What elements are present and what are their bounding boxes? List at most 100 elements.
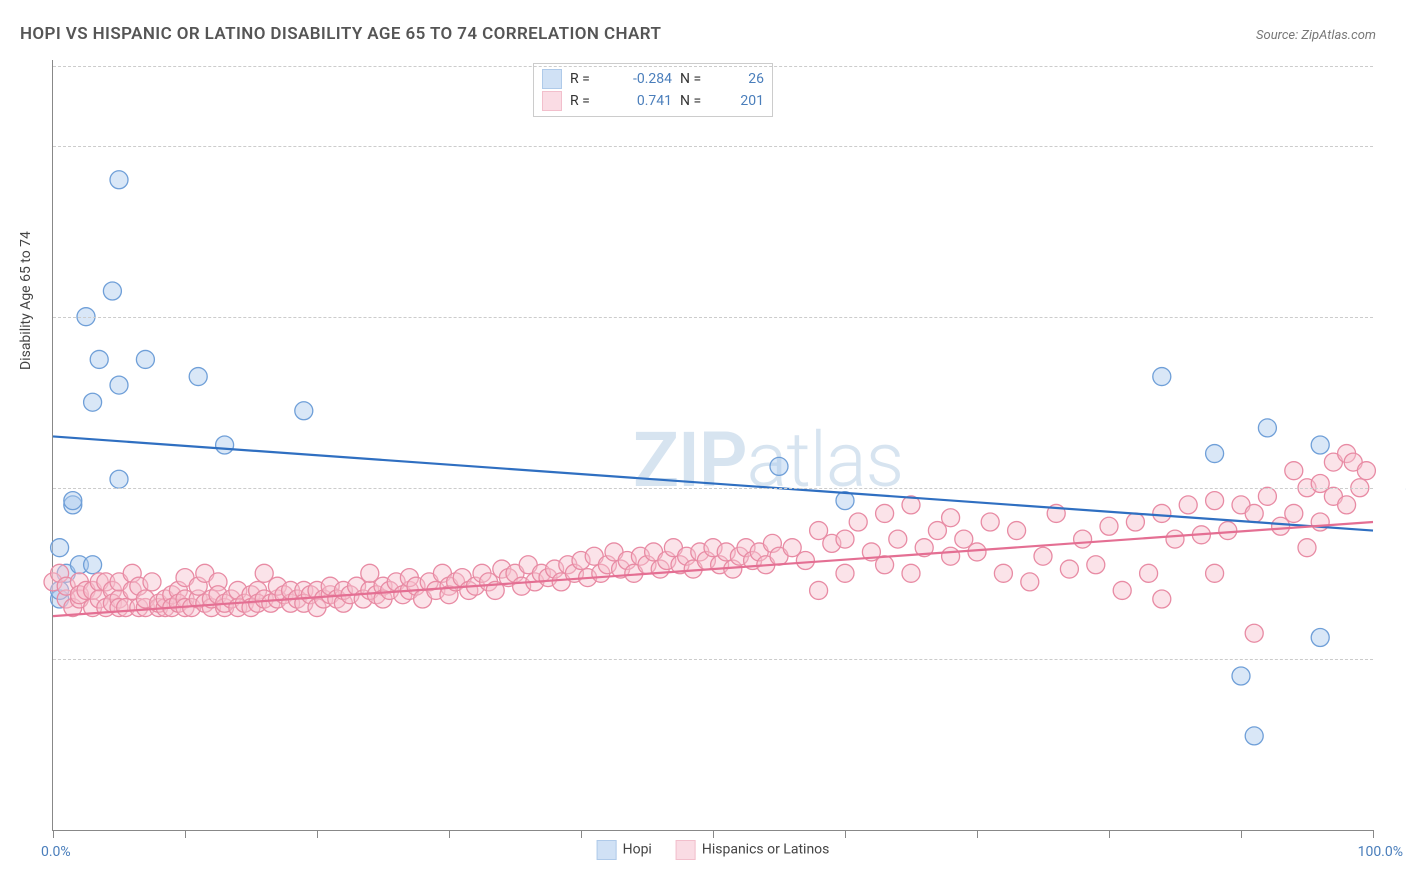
data-point [942,509,960,527]
data-point [836,564,854,582]
x-tick [977,830,978,838]
data-point [1153,504,1171,522]
data-point [1245,727,1263,745]
data-point [103,282,121,300]
data-point [1311,436,1329,454]
data-point [876,556,894,574]
legend-item-hopi: Hopi [597,840,652,860]
data-point [876,504,894,522]
correlation-legend: R = -0.284 N = 26 R = 0.741 N = 201 [533,63,773,117]
gridline [53,66,1373,67]
legend-n-label: N = [680,71,716,87]
data-point [143,573,161,591]
data-point [1034,547,1052,565]
plot-area: ZIPatlas R = -0.284 N = 26 R = 0.741 N =… [52,60,1373,831]
data-point [1008,522,1026,540]
x-tick [317,830,318,838]
data-point [216,436,234,454]
data-point [1232,667,1250,685]
data-point [1298,539,1316,557]
data-point [1087,556,1105,574]
x-tick [1241,830,1242,838]
x-tick-label-100: 100.0% [1358,844,1403,860]
data-point [1206,564,1224,582]
x-tick [449,830,450,838]
legend-n-hispanic: 201 [724,93,764,109]
y-tick-label: 60.0% [1383,309,1406,325]
y-tick-label: 20.0% [1383,651,1406,667]
data-point [1166,530,1184,548]
data-point [110,376,128,394]
y-tick-label: 80.0% [1383,138,1406,154]
legend-swatch-icon [676,840,696,860]
data-point [1021,573,1039,591]
data-point [968,543,986,561]
data-point [1126,513,1144,531]
data-point [189,368,207,386]
legend-swatch-hopi [542,69,562,89]
x-tick-label-0: 0.0% [41,844,71,860]
legend-label-hopi: Hopi [623,842,652,858]
data-point [770,457,788,475]
y-tick-label: 40.0% [1383,480,1406,496]
legend-swatch-icon [597,840,617,860]
x-tick [1109,830,1110,838]
data-point [1245,624,1263,642]
x-tick [845,830,846,838]
legend-row-hispanic: R = 0.741 N = 201 [542,90,764,112]
data-point [810,581,828,599]
legend-r-label: R = [570,93,606,109]
chart-svg [53,60,1373,830]
data-point [1357,462,1375,480]
data-point [796,552,814,570]
trend-line [53,436,1373,530]
data-point [1100,517,1118,535]
data-point [84,393,102,411]
gridline [53,146,1373,147]
legend-label-hispanic: Hispanics or Latinos [702,842,830,858]
x-tick [185,830,186,838]
gridline [53,317,1373,318]
gridline [53,488,1373,489]
data-point [1311,629,1329,647]
legend-r-label: R = [570,71,606,87]
x-tick [581,830,582,838]
data-point [1258,419,1276,437]
legend-row-hopi: R = -0.284 N = 26 [542,68,764,90]
data-point [994,564,1012,582]
data-point [1060,560,1078,578]
data-point [1258,487,1276,505]
legend-swatch-hispanic [542,91,562,111]
legend-item-hispanic: Hispanics or Latinos [676,840,830,860]
x-tick [713,830,714,838]
trend-line [53,522,1373,616]
legend-r-hopi: -0.284 [614,71,672,87]
data-point [1206,492,1224,510]
x-tick [1373,830,1374,838]
data-point [942,547,960,565]
data-point [889,530,907,548]
data-point [51,539,69,557]
data-point [1140,564,1158,582]
chart-title: HOPI VS HISPANIC OR LATINO DISABILITY AG… [20,24,661,44]
y-axis-label: Disability Age 65 to 74 [18,231,34,370]
data-point [295,402,313,420]
data-point [136,350,154,368]
data-point [1153,368,1171,386]
source-label: Source: ZipAtlas.com [1256,28,1376,43]
series-legend: Hopi Hispanics or Latinos [597,840,830,860]
data-point [1285,462,1303,480]
data-point [1338,496,1356,514]
legend-n-label: N = [680,93,716,109]
data-point [64,492,82,510]
data-point [110,171,128,189]
data-point [1179,496,1197,514]
data-point [1153,590,1171,608]
data-point [1285,504,1303,522]
data-point [1245,504,1263,522]
data-point [902,564,920,582]
gridline [53,659,1373,660]
data-point [90,350,108,368]
data-point [1206,445,1224,463]
data-point [836,530,854,548]
